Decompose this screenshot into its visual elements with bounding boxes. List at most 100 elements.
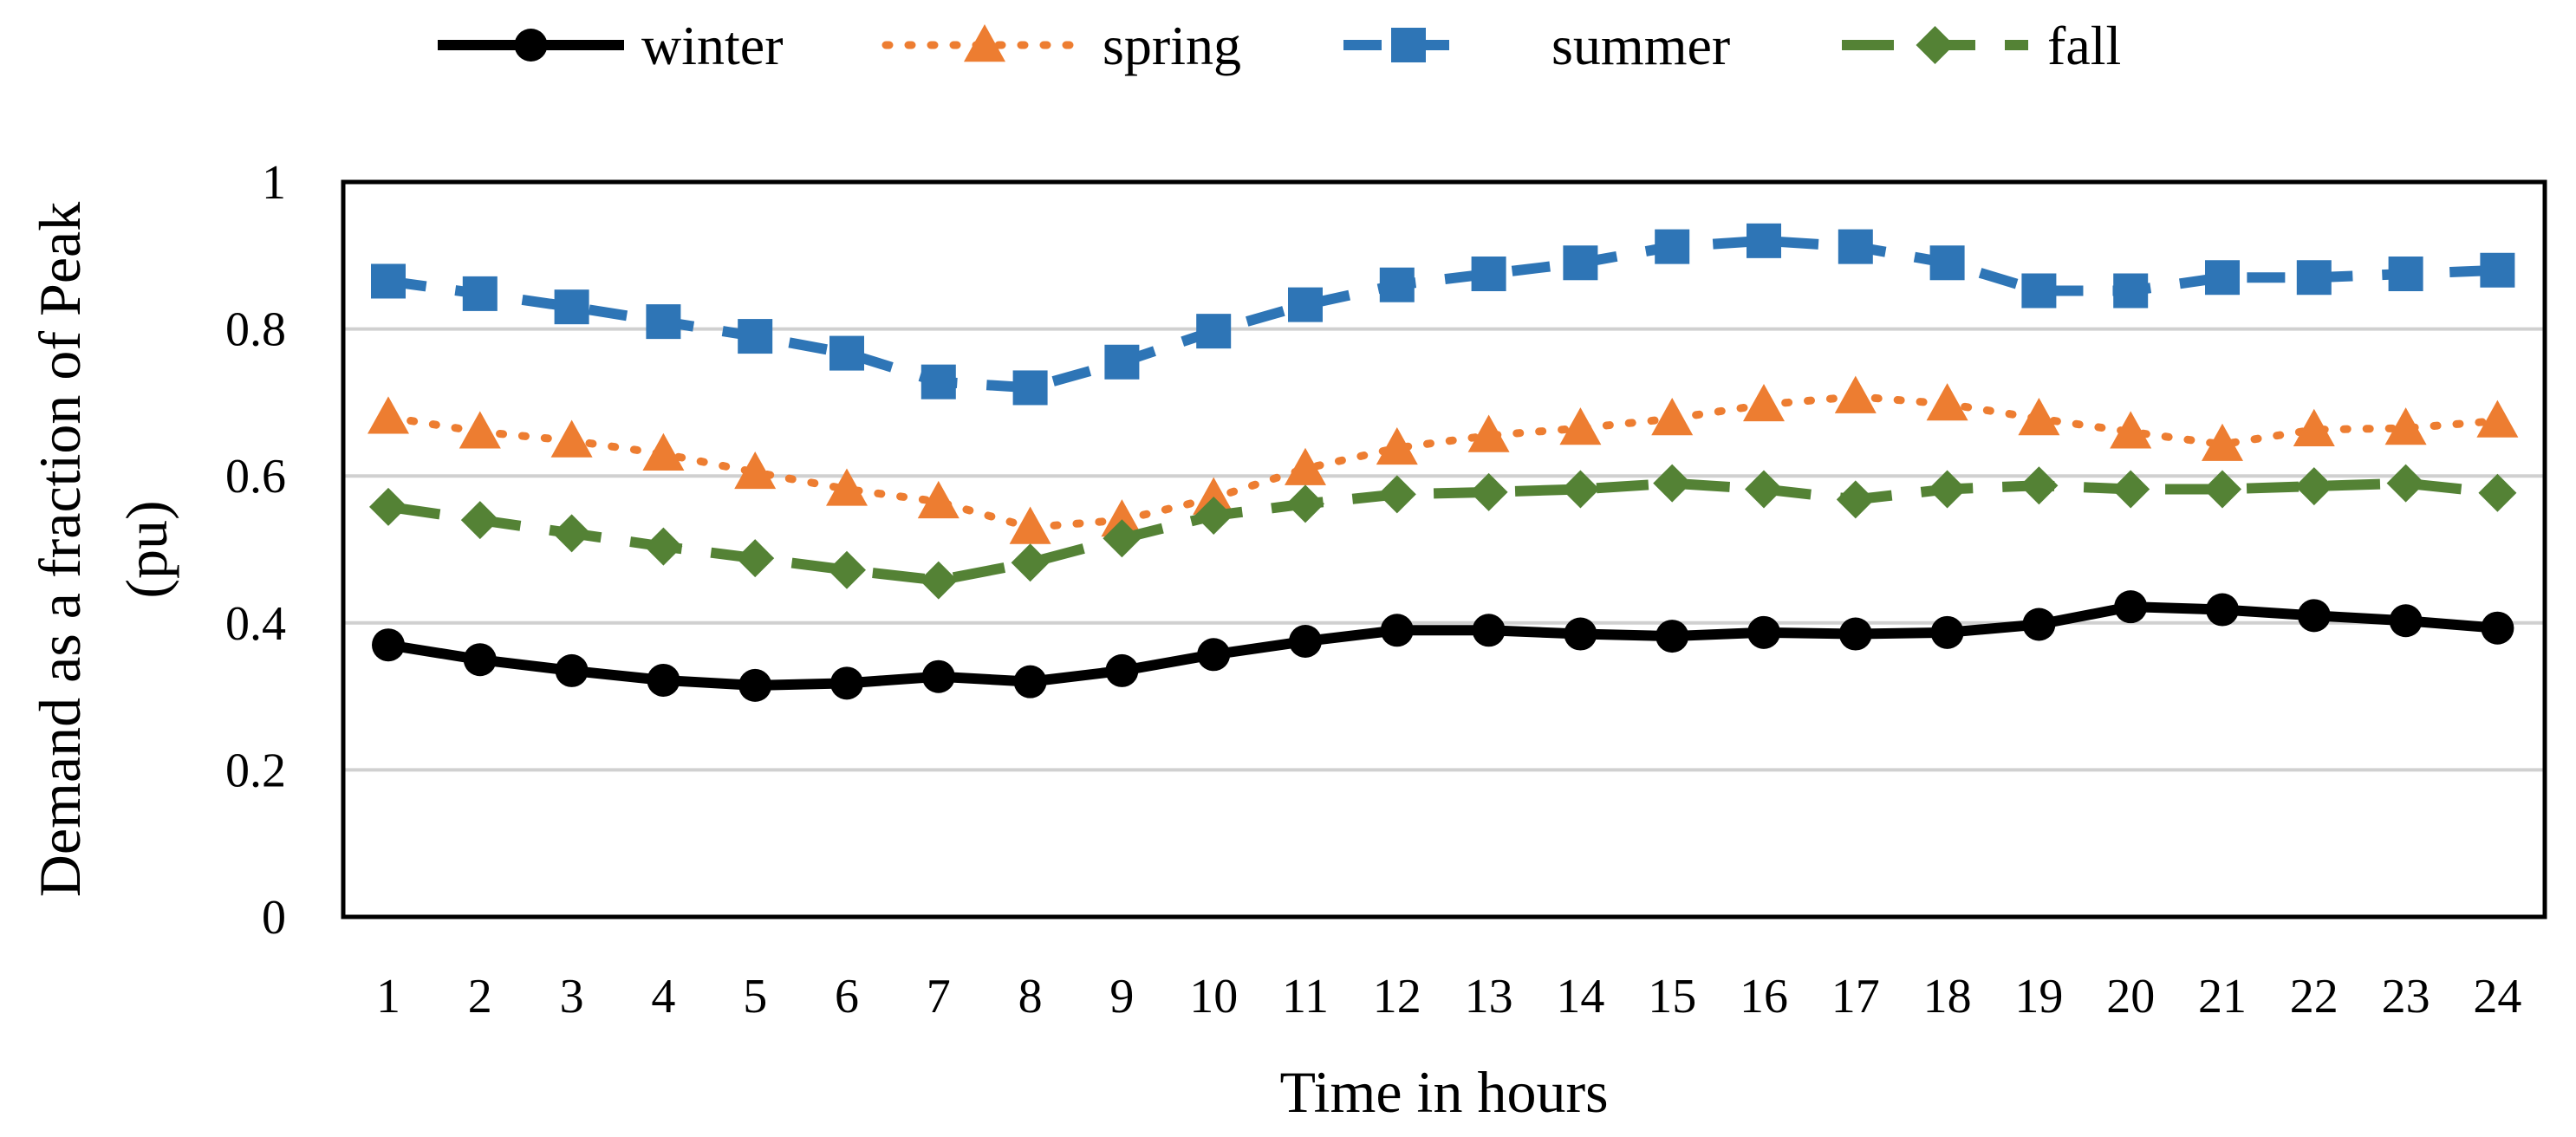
x-tick-label: 8 [1018,970,1043,1023]
data-point-winter [738,668,772,702]
x-axis-ticks: 1 2 3 4 5 6 7 8 9 10 11 12 13 14 15 16 17 18 19 20 21 22 23 24 [376,970,2521,1023]
data-point-summer [2205,260,2240,296]
data-point-fall [460,501,499,540]
x-tick-label: 5 [743,970,767,1023]
data-point-fall [1561,470,1600,509]
data-point-summer [1929,245,1965,281]
data-point-fall [1836,480,1875,519]
legend-marker-summer [1391,28,1426,62]
data-point-winter [1564,617,1597,651]
data-point-fall [552,514,591,553]
x-tick-label: 10 [1189,970,1238,1023]
data-point-winter [2481,611,2514,645]
legend-item-summer: summer [1343,15,1730,76]
data-point-spring [642,432,685,471]
data-point-spring [2384,407,2427,445]
data-point-spring [1193,477,1235,515]
data-point-summer [1838,229,1873,264]
legend-label-summer: summer [1551,15,1730,76]
data-point-summer [2388,257,2423,291]
x-tick-label: 15 [1648,970,1696,1023]
x-tick-label: 23 [2382,970,2430,1023]
x-tick-label: 6 [835,970,859,1023]
data-point-summer [1655,229,1690,264]
series-line-winter [387,601,2498,691]
data-point-winter [2206,593,2239,627]
x-tick-label: 17 [1831,970,1880,1023]
x-tick-label: 9 [1109,970,1134,1023]
legend-label-winter: winter [641,15,784,76]
y-axis-title-unit: (pu) [114,500,179,598]
legend-marker-winter [514,29,548,62]
x-tick-label: 2 [468,970,492,1023]
data-point-spring [368,396,409,434]
plot-area-frame [341,179,2547,919]
data-point-winter [2297,599,2331,633]
data-point-spring [1559,407,1602,445]
x-tick-label: 19 [2014,970,2063,1023]
data-point-spring [1467,414,1510,452]
x-tick-label: 3 [560,970,584,1023]
data-point-spring [2110,411,2152,449]
data-point-spring [459,411,501,449]
y-axis-ticks: 0 0.2 0.4 0.6 0.8 1 [225,156,286,945]
data-point-summer [829,335,864,371]
gridlines [343,327,2545,772]
series-fall [369,464,2517,600]
data-point-fall [1928,470,1967,509]
data-point-winter [372,628,405,662]
data-point-winter [2389,604,2423,638]
data-point-fall [736,539,775,578]
data-point-spring [1009,506,1051,544]
data-point-winter [555,653,589,687]
legend-label-fall: fall [2047,15,2121,76]
data-point-fall [828,550,866,589]
x-tick-label: 21 [2198,970,2247,1023]
data-point-summer [2296,260,2332,296]
data-point-summer [2021,273,2057,309]
y-axis-title: Demand as a fraction of Peak [27,202,93,897]
y-tick-label: 0.6 [225,450,286,504]
data-point-summer [554,289,589,325]
data-point-spring [1376,426,1418,465]
data-point-spring [1743,383,1785,422]
x-tick-label: 22 [2290,970,2339,1023]
legend: winter spring summer fall [438,15,2121,76]
y-tick-label: 0.4 [225,597,286,651]
data-point-winter [463,643,497,677]
data-point-summer [1196,314,1232,349]
x-tick-label: 4 [651,970,675,1023]
data-point-winter [1838,617,1872,651]
data-point-spring [2293,408,2335,446]
data-point-summer [1747,223,1781,258]
data-point-winter [830,666,863,700]
data-point-summer [1563,245,1598,281]
legend-marker-spring [964,24,1005,62]
data-point-summer [920,364,956,400]
data-point-summer [2113,273,2149,309]
data-point-winter [647,663,680,697]
data-point-fall [2111,470,2150,509]
data-point-fall [919,561,958,600]
data-point-fall [1286,484,1324,523]
data-point-winter [1656,620,1689,653]
data-point-summer [646,304,681,340]
series-spring [368,375,2519,544]
x-tick-label: 7 [927,970,951,1023]
x-tick-label: 20 [2106,970,2155,1023]
data-point-spring [2202,423,2243,461]
data-point-summer [1012,370,1048,406]
data-point-winter [2022,607,2056,641]
legend-item-spring: spring [881,15,1241,76]
data-point-spring [1285,447,1326,485]
data-point-fall [2294,467,2333,506]
y-tick-label: 0.8 [225,303,286,357]
data-point-spring [2476,400,2519,438]
legend-item-fall: fall [1842,15,2121,76]
data-point-spring [2018,398,2060,436]
data-point-summer [1104,344,1140,380]
data-point-winter [1197,638,1231,672]
data-point-winter [2114,590,2148,624]
data-point-fall [1194,496,1233,535]
